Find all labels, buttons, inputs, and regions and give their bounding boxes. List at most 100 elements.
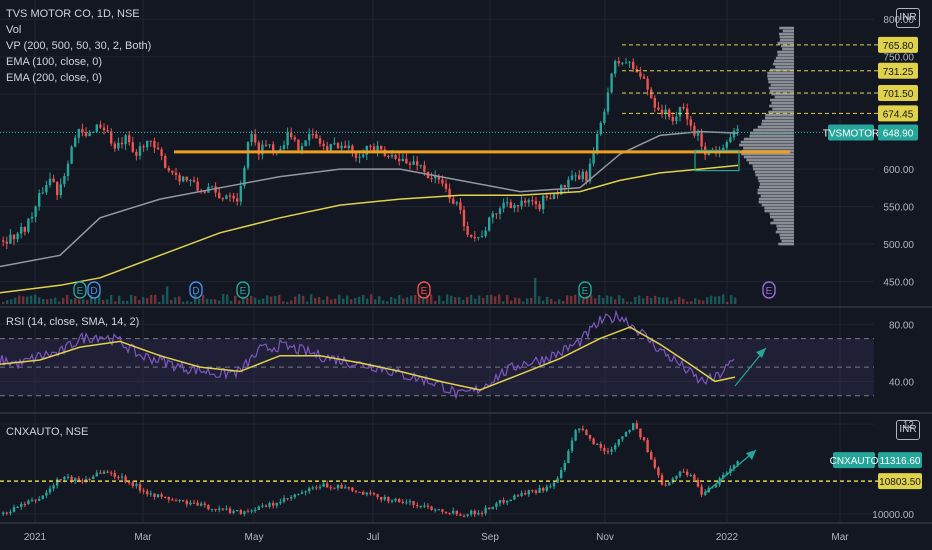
legend-cnxauto[interactable]: CNXAUTO, NSE	[6, 426, 89, 438]
volume-profile-bar	[781, 44, 794, 48]
volume-bar	[582, 298, 585, 304]
index-candle	[423, 505, 426, 507]
index-candle	[668, 482, 671, 486]
volume-profile-bar	[780, 38, 794, 42]
volume-bar	[490, 294, 493, 304]
legend-symbol[interactable]: TVS MOTOR CO, 1D, NSE	[6, 8, 140, 20]
price-candle	[135, 151, 138, 156]
volume-bar	[522, 301, 525, 304]
price-candle	[596, 134, 599, 153]
volume-profile-bar	[767, 74, 794, 78]
index-candle	[358, 491, 361, 493]
volume-bar	[214, 299, 217, 304]
volume-bar	[18, 295, 21, 304]
index-candle	[462, 515, 466, 517]
legend-volume[interactable]: Vol	[6, 24, 22, 36]
price-candle	[678, 107, 682, 117]
volume-bar	[226, 294, 229, 304]
volume-bar	[190, 301, 193, 304]
index-candle	[160, 494, 163, 497]
index-candle	[509, 499, 512, 502]
index-candle	[448, 512, 451, 514]
index-candle	[538, 488, 541, 493]
legend-ema-100[interactable]: EMA (100, close, 0)	[6, 56, 102, 68]
volume-bar	[434, 301, 437, 304]
volume-profile-bar	[777, 41, 794, 45]
volume-bar	[74, 297, 77, 304]
price-candle	[171, 170, 174, 173]
volume-bar	[82, 299, 85, 304]
price-candle	[538, 204, 541, 210]
price-candle	[246, 142, 250, 168]
index-candle	[419, 505, 422, 507]
consolidation-box	[694, 149, 740, 172]
index-candle	[617, 439, 620, 446]
index-candle	[664, 484, 667, 486]
event-marker-1	[87, 281, 101, 299]
price-candle	[282, 145, 286, 149]
index-candle	[437, 509, 440, 511]
volume-bar	[574, 294, 577, 304]
price-candle	[153, 140, 156, 148]
volume-bar	[322, 299, 325, 304]
price-candle	[84, 132, 88, 137]
index-candle	[545, 486, 548, 491]
index-candle	[189, 502, 192, 505]
index-candle	[689, 475, 692, 477]
resistance-level-tag-1	[878, 62, 918, 79]
index-candle	[210, 508, 214, 510]
event-marker-label-2: D	[192, 286, 199, 297]
volume-bar	[338, 294, 341, 304]
volume-bar	[38, 297, 41, 304]
volume-bar	[646, 295, 649, 304]
price-candle	[502, 202, 505, 209]
legend-volume-profile[interactable]: VP (200, 500, 50, 30, 2, Both)	[6, 40, 152, 52]
index-candle	[624, 432, 628, 437]
index-candle	[596, 443, 599, 445]
index-candle	[167, 497, 170, 500]
index-candle	[5, 512, 8, 514]
volume-profile-bar	[782, 29, 794, 33]
price-candle	[653, 97, 656, 108]
price-candle	[516, 205, 520, 207]
legend-rsi[interactable]: RSI (14, close, SMA, 14, 2)	[6, 316, 140, 328]
rsi-line	[0, 309, 735, 400]
price-candle	[642, 76, 646, 79]
index-candle	[470, 510, 473, 515]
volume-profile-bar	[768, 86, 794, 90]
volume-profile-bar	[758, 197, 794, 201]
volume-bar	[542, 300, 545, 304]
price-candle	[700, 133, 703, 147]
price-candle	[77, 128, 80, 138]
index-candle	[124, 476, 127, 483]
index-candle	[23, 503, 26, 505]
volume-bar	[86, 300, 89, 304]
legend-ema-200[interactable]: EMA (200, close, 0)	[6, 72, 102, 84]
volume-profile-bar	[775, 230, 794, 234]
volume-profile-bar	[753, 167, 794, 171]
index-candle	[675, 476, 678, 479]
currency-badge-main[interactable]: INR	[896, 8, 920, 28]
volume-bar	[130, 294, 133, 304]
price-candle	[408, 163, 412, 165]
volume-bar	[730, 295, 733, 304]
x-tick-label: May	[245, 532, 264, 543]
volume-profile-bar	[764, 209, 794, 213]
volume-bar	[234, 295, 237, 304]
volume-profile-bar	[779, 233, 794, 237]
index-candle	[405, 502, 408, 504]
price-candle	[41, 192, 44, 194]
currency-badge-index[interactable]: INR	[896, 420, 920, 440]
volume-bar	[382, 300, 385, 304]
price-candle	[455, 202, 458, 204]
index-candle	[135, 484, 138, 486]
event-marker-2	[189, 281, 203, 299]
volume-profile-bar	[778, 32, 794, 36]
index-candle	[66, 476, 70, 478]
price-candle	[578, 175, 581, 180]
index-candle	[322, 483, 325, 487]
index-candle	[477, 512, 480, 515]
volume-profile-bar	[752, 164, 794, 168]
index-candle	[592, 438, 595, 445]
